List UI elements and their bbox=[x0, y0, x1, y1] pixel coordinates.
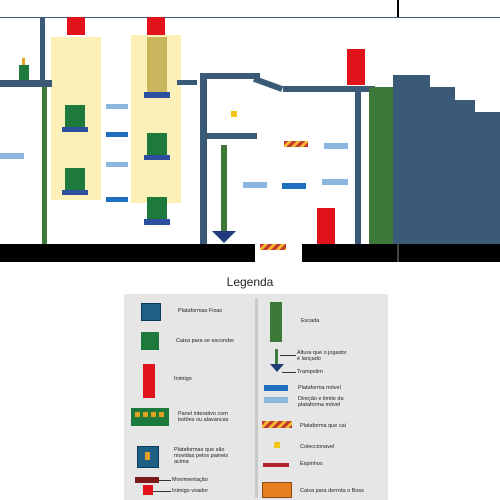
moving-platform-3 bbox=[282, 183, 306, 189]
hide-box-2 bbox=[65, 168, 85, 190]
direction-bar-left bbox=[0, 153, 24, 159]
legend-ladder-swatch bbox=[270, 302, 282, 342]
legend-boss-label: Caixa para derrota o Boss bbox=[300, 488, 364, 494]
direction-bar-2 bbox=[106, 162, 128, 167]
collectible-1 bbox=[231, 111, 237, 117]
launch-height-arrow bbox=[221, 145, 227, 233]
legend-title: Legenda bbox=[226, 275, 274, 289]
legend-fixed-swatch bbox=[141, 303, 161, 321]
hide-box-3-base bbox=[144, 92, 170, 98]
legend-spring-label: Trampolim bbox=[297, 369, 323, 375]
direction-bar-4 bbox=[324, 143, 348, 149]
legend-height-arrow bbox=[275, 349, 278, 365]
enemy-top-right bbox=[347, 49, 365, 85]
legend-divider bbox=[255, 298, 258, 498]
legend-panel-button-1 bbox=[135, 412, 140, 417]
moving-platform-2 bbox=[106, 197, 128, 202]
legend-panel: Plataformas Fixas Caixa para se esconder… bbox=[124, 294, 388, 500]
legend-moved-label: Plataformas que são movidas pelos painei… bbox=[174, 447, 229, 465]
legend-movement-swatch bbox=[135, 477, 159, 483]
right-thin-line bbox=[399, 17, 500, 18]
hide-box-4-base bbox=[144, 155, 170, 160]
legend-height-arrow-head bbox=[270, 364, 284, 372]
legend-boss-swatch bbox=[262, 482, 292, 498]
chamber-right-wall bbox=[355, 86, 361, 244]
top-divider-line bbox=[397, 0, 399, 17]
legend-collectible-swatch bbox=[274, 442, 280, 448]
legend-ladder-label: Escada bbox=[301, 318, 320, 324]
legend-falling-swatch bbox=[262, 421, 292, 428]
legend-enemy-swatch bbox=[143, 364, 155, 398]
chamber-top-right bbox=[283, 86, 375, 92]
floor-gap-line bbox=[397, 244, 399, 262]
left-ladder bbox=[42, 87, 47, 244]
hide-box-5-base bbox=[144, 219, 170, 225]
legend-spikes-label: Espinhos bbox=[300, 461, 323, 467]
right-ladder bbox=[369, 87, 393, 244]
legend-hide-label: Caixa para se esconder bbox=[176, 338, 235, 344]
stair-cut-3 bbox=[475, 100, 500, 112]
enemy-top-1 bbox=[67, 17, 85, 35]
legend-hide-swatch bbox=[141, 332, 159, 350]
legend-spikes-swatch bbox=[263, 463, 289, 467]
direction-bar-5 bbox=[322, 179, 348, 185]
legend-flyer-swatch bbox=[143, 485, 153, 495]
chamber-top-left bbox=[200, 73, 260, 79]
floor-right bbox=[302, 244, 500, 262]
small-platform-mid bbox=[177, 80, 197, 85]
direction-bar-1 bbox=[106, 104, 128, 109]
hide-box-1-base bbox=[62, 127, 88, 132]
enemy-chamber bbox=[317, 208, 335, 244]
legend-panel-button-3 bbox=[151, 412, 156, 417]
hide-box-4 bbox=[147, 133, 167, 155]
hide-box-3-faded bbox=[147, 37, 167, 92]
legend-panel-button-4 bbox=[159, 412, 164, 417]
level-map bbox=[0, 0, 500, 262]
top-border-line bbox=[0, 17, 400, 18]
legend-movement-line bbox=[159, 480, 171, 481]
legend-moved-marker bbox=[145, 452, 150, 460]
legend-collectible-label: Coleccionavel bbox=[300, 444, 335, 450]
falling-platform-2 bbox=[260, 244, 286, 250]
left-ledge bbox=[0, 80, 52, 87]
legend-flyer-line bbox=[153, 491, 171, 492]
chamber-top-slope bbox=[252, 76, 284, 92]
hide-box-5 bbox=[147, 197, 167, 219]
legend-panel-label: Panel interativo com botões ou alavancas bbox=[178, 411, 229, 423]
legend-direction-label: Direção e limite da plataforma móvel bbox=[298, 396, 344, 408]
enemy-top-2 bbox=[147, 17, 165, 35]
left-wall bbox=[40, 17, 45, 81]
inner-ledge bbox=[207, 133, 257, 139]
chamber-left-wall bbox=[200, 73, 207, 244]
moving-platform-1 bbox=[106, 132, 128, 137]
legend-moving-swatch bbox=[264, 385, 288, 391]
legend-panel-button-2 bbox=[143, 412, 148, 417]
direction-bar-3 bbox=[243, 182, 267, 188]
hide-box-2-base bbox=[62, 190, 88, 195]
legend-spring-line bbox=[282, 372, 296, 373]
panel-top-left bbox=[19, 65, 29, 80]
legend-falling-label: Plataforma que cai bbox=[300, 423, 346, 429]
legend-panel-swatch bbox=[131, 408, 169, 426]
panel-top-left-dot bbox=[22, 58, 25, 65]
legend-moving-label: Plataforma móvel bbox=[298, 385, 341, 391]
legend-fixed-label: Plataformas Fixas bbox=[178, 308, 223, 314]
legend-flyer-label: Inimigo voador bbox=[172, 488, 209, 494]
legend-direction-swatch bbox=[264, 397, 288, 403]
spring-arrow-head bbox=[212, 231, 236, 243]
legend-height-line bbox=[280, 355, 296, 356]
legend-movement-label: Movimentação bbox=[172, 477, 208, 483]
stair-cut-2 bbox=[455, 87, 500, 100]
hide-box-1 bbox=[65, 105, 85, 127]
legend-enemy-label: Inimigo bbox=[174, 376, 192, 382]
floor-left bbox=[0, 244, 255, 262]
stair-cut-1 bbox=[430, 75, 500, 87]
falling-platform-1 bbox=[284, 141, 308, 147]
legend-height-label: Altura que o jogador é lançado bbox=[297, 350, 347, 362]
